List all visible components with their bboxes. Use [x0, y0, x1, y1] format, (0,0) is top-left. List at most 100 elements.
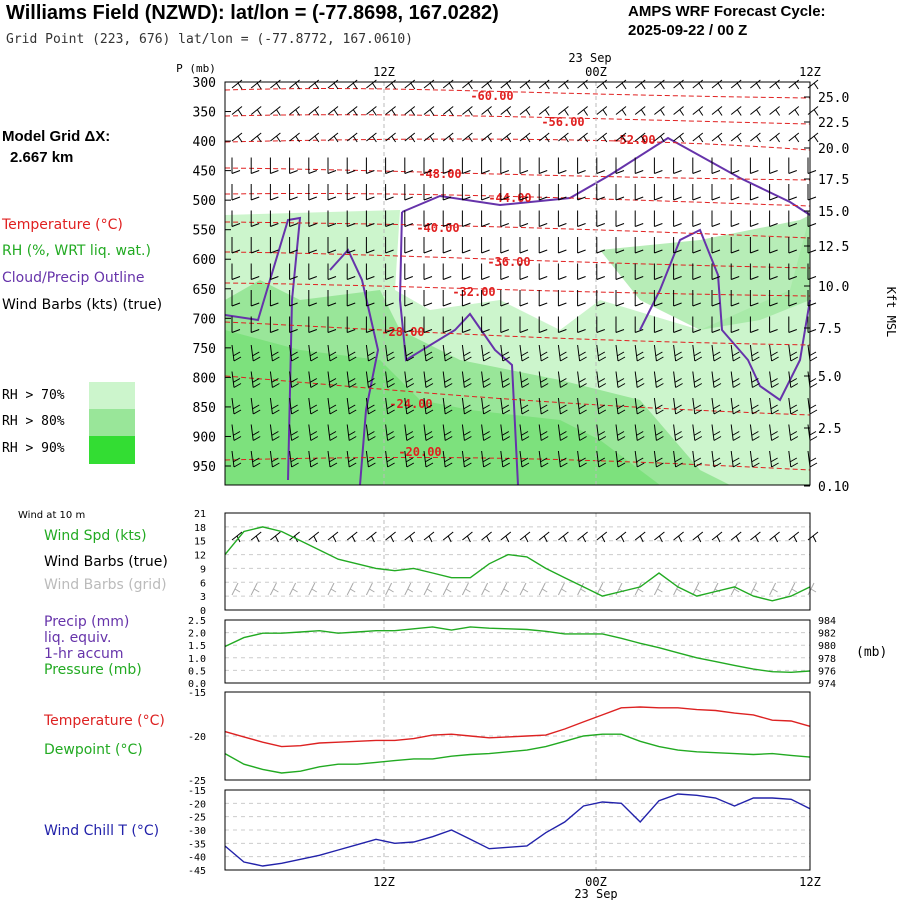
- wind-barb: [692, 424, 703, 441]
- wind-barb: [615, 344, 626, 362]
- wind-barb: [250, 79, 262, 90]
- altitude-tick-label: 20.0: [818, 142, 849, 157]
- wind-barb: [807, 316, 817, 333]
- wind-barb: [673, 237, 682, 254]
- wind-barb: [308, 424, 319, 441]
- wind-barb: [385, 316, 394, 333]
- pressure-tick-label: 400: [193, 135, 216, 150]
- wind-barb: [596, 344, 607, 362]
- wind-barb: [269, 184, 279, 201]
- panel-tick-label: -20: [188, 799, 206, 810]
- surface-grid-wind-barb: [749, 582, 759, 596]
- wind-barb: [558, 106, 569, 116]
- wind-barb: [692, 184, 701, 201]
- wind-barb: [231, 344, 242, 362]
- wind-barb: [327, 371, 338, 388]
- wind-barb: [269, 371, 280, 388]
- wind-barb: [577, 450, 587, 468]
- wind-barb: [404, 397, 415, 415]
- wind-barb: [250, 424, 261, 441]
- surface-grid-wind-barb: [481, 582, 490, 596]
- label-temperature: Temperature (°C): [44, 713, 165, 729]
- wind-barb: [500, 132, 512, 143]
- panel-tick-label: 18: [194, 523, 206, 534]
- wind-barb: [461, 157, 471, 174]
- surface-wind-barb: [788, 531, 800, 543]
- wind-barb: [788, 290, 797, 307]
- surface-wind-barb: [634, 531, 646, 543]
- wind-barb: [385, 157, 394, 174]
- wind-barb: [404, 450, 415, 468]
- surface-grid-wind-barb: [634, 582, 644, 596]
- wind-barb: [673, 184, 682, 201]
- wind-barb: [519, 424, 530, 441]
- wind-barb: [711, 79, 723, 90]
- wind-barb: [692, 157, 701, 174]
- wind-barb: [231, 210, 241, 227]
- surface-wind-barb: [346, 531, 358, 543]
- wind-barb: [500, 290, 509, 307]
- label-wind-chill: Wind Chill T (°C): [44, 823, 160, 839]
- wind-barb: [366, 132, 377, 143]
- surface-grid-wind-barb: [346, 582, 356, 596]
- wind-barb: [769, 237, 778, 254]
- surface-grid-wind-barb: [500, 582, 510, 596]
- wind-barb: [596, 237, 605, 254]
- legend-rh90-swatch: [89, 436, 135, 464]
- wind-barb: [461, 397, 472, 415]
- wind-barb: [692, 344, 703, 362]
- wind-barb: [481, 237, 490, 254]
- wind-barb: [461, 263, 471, 280]
- wind-barb: [500, 397, 511, 415]
- wind-barb: [404, 424, 415, 441]
- wind-barb: [577, 184, 586, 201]
- panel-tick-label: -35: [188, 839, 206, 850]
- wind-barb: [788, 132, 800, 143]
- pressure-tick-label: 550: [193, 224, 216, 239]
- surface-grid-wind-barb: [385, 582, 394, 596]
- wind-barb: [711, 184, 721, 201]
- wind-barb: [653, 210, 663, 227]
- pressure-tick-label: 600: [193, 253, 216, 268]
- wind-barb: [442, 106, 454, 116]
- wind-barb: [442, 424, 453, 441]
- wind-barb: [557, 316, 567, 333]
- wind-barb: [615, 316, 625, 333]
- wind-barb: [730, 79, 742, 90]
- wind-barb: [788, 106, 800, 116]
- wind-barb: [231, 132, 243, 143]
- wind-barb: [346, 79, 358, 90]
- surface-grid-wind-barb: [807, 582, 817, 596]
- wind-barb: [692, 397, 703, 415]
- pressure-axis-title: P (mb): [176, 62, 216, 75]
- wind-barb: [404, 132, 416, 143]
- wind-barb: [365, 263, 375, 280]
- wind-barb: [558, 79, 569, 90]
- wind-barb: [231, 371, 242, 388]
- wind-barb: [519, 263, 529, 280]
- wind-barb: [653, 450, 664, 468]
- wind-barb: [557, 263, 567, 280]
- wind-barb: [788, 184, 797, 201]
- wind-barb: [481, 184, 490, 201]
- wind-barb: [404, 371, 415, 388]
- temperature-contour-label: -56.00: [541, 115, 584, 129]
- wind-barb: [519, 132, 531, 143]
- wind-barb: [673, 79, 685, 90]
- top-date-label: 23 Sep: [568, 51, 611, 65]
- wind-barb: [461, 450, 472, 468]
- wind-barb: [519, 290, 529, 307]
- altitude-tick-label: 10.0: [818, 280, 849, 295]
- label-pressure: Pressure (mb): [44, 662, 142, 678]
- wind-barb: [673, 106, 685, 116]
- wind-barb: [634, 132, 646, 143]
- wind-barb: [634, 450, 645, 468]
- wind-barb: [442, 132, 454, 143]
- wind-barb: [615, 184, 625, 201]
- wind-barb: [673, 371, 683, 388]
- wind-barb: [327, 210, 337, 227]
- panel-tick-label: 9: [200, 564, 206, 575]
- wind-barb: [769, 344, 779, 362]
- wind-barb: [711, 397, 722, 415]
- wind-barb: [231, 424, 242, 441]
